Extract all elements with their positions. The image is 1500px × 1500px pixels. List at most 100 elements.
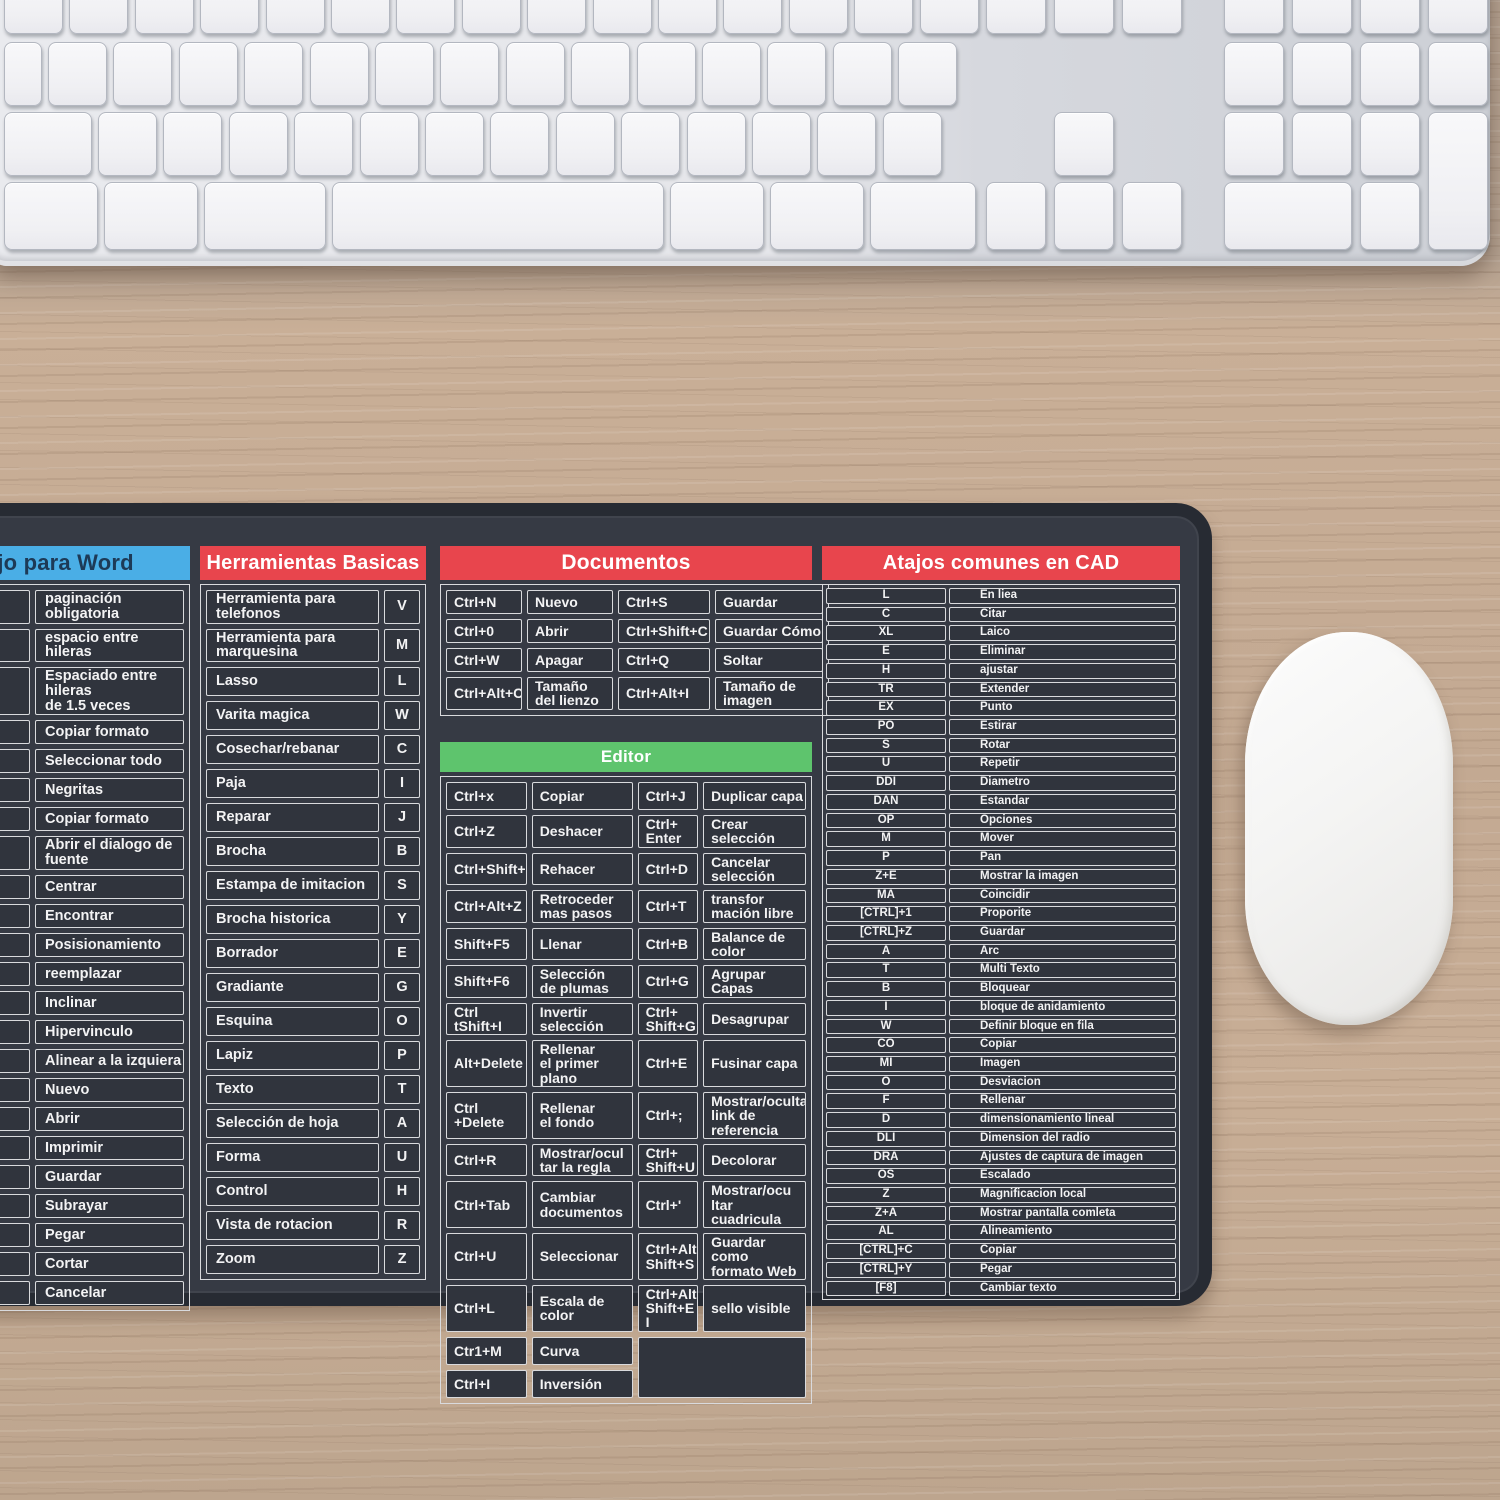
keyboard-key — [986, 0, 1046, 34]
shortcut-label-cell: Citar — [949, 606, 1176, 623]
shortcut-label-cell: Guardar como formato Web — [703, 1233, 806, 1280]
shortcut-label-cell: Guardar — [715, 590, 823, 614]
shortcut-key-cell: U — [826, 756, 946, 773]
table-row: [CTRL]+C Copiar — [826, 1243, 1176, 1259]
tool-key-cell: I — [384, 769, 420, 799]
keyboard-key — [178, 42, 238, 106]
keyboard-key — [752, 112, 811, 176]
table-row: Ctrl+x Copiar Ctrl+J Duplicar capa — [446, 782, 806, 810]
tool-label-cell: Varita magica — [206, 701, 379, 731]
shortcut-key-cell — [0, 1020, 30, 1045]
table-row: MA Coincidir — [826, 887, 1176, 904]
shortcut-key-cell: [CTRL]+C — [826, 1243, 946, 1259]
shortcut-key-cell: DAN — [826, 793, 946, 810]
keyboard-key — [1292, 0, 1352, 34]
table-row: Nuevo — [0, 1078, 184, 1103]
table-row: Subrayar — [0, 1194, 184, 1219]
table-row: Control H — [206, 1177, 420, 1207]
table-row: [CTRL]+Y Pegar — [826, 1261, 1176, 1278]
shortcut-label-cell: Opciones — [949, 812, 1176, 829]
table-row: Gradiante G — [206, 973, 420, 1003]
shortcut-label-cell: Seleccionar — [531, 1233, 633, 1280]
shortcut-label-cell: Definir bloque en fila — [949, 1018, 1176, 1035]
keyboard-key — [1292, 112, 1352, 176]
shortcut-key-cell: Ctrl +Delete — [446, 1091, 527, 1139]
keyboard-key — [898, 42, 958, 106]
documents-table: Ctrl+N Nuevo Ctrl+S Guardar Ctrl+0 Abrir Ctrl+… — [440, 584, 829, 716]
keyboard-key — [4, 0, 63, 34]
shortcut-key-cell: D — [826, 1112, 946, 1128]
tool-key-cell: J — [384, 803, 420, 833]
keyboard-key — [788, 0, 848, 34]
tool-label-cell: Brocha historica — [206, 905, 379, 935]
shortcut-label-cell: Pegar — [949, 1261, 1176, 1278]
tool-label-cell: Borrador — [206, 939, 379, 969]
keyboard-key — [1428, 112, 1488, 250]
keyboard-key — [440, 42, 500, 106]
shortcut-label-cell: Eliminar — [949, 644, 1176, 660]
shortcut-key-cell: Ctrl+N — [446, 590, 522, 614]
keyboard-key — [396, 0, 456, 34]
table-row: Forma U — [206, 1143, 420, 1173]
shortcut-label-cell: Guardar Cómo — [715, 619, 823, 643]
shortcut-label-cell: Pegar — [35, 1223, 184, 1248]
shortcut-key-cell — [0, 807, 30, 832]
shortcut-label-cell: Copiar — [531, 782, 633, 810]
keyboard-key — [4, 42, 42, 106]
keyboard-key — [1428, 42, 1488, 106]
shortcut-label-cell: Pan — [949, 850, 1176, 866]
cad-section-header: Atajos comunes en CAD — [822, 546, 1180, 580]
shortcut-label-cell: Desagrupar — [703, 1002, 806, 1036]
table-row: Ctrl+W Apagar Ctrl+Q Soltar — [446, 648, 823, 672]
table-row: Ctrl+Alt+Z Retroceder mas pasos Ctrl+T tran… — [446, 890, 806, 923]
shortcut-key-cell — [0, 933, 30, 958]
keyboard-key — [461, 0, 521, 34]
keyboard-key — [375, 42, 434, 106]
tool-label-cell: Herramienta para marquesina — [206, 628, 379, 663]
shortcut-label-cell: Guardar — [949, 924, 1176, 941]
shortcut-key-cell: [CTRL]+Y — [826, 1261, 946, 1278]
shortcut-label-cell: Fusinar capa — [703, 1040, 806, 1087]
word-section-header: e atajo para Word — [0, 546, 190, 580]
table-row: Z Magnificacion local — [826, 1187, 1176, 1203]
shortcut-label-cell: Proporite — [949, 906, 1176, 922]
shortcut-key-cell: Ctrl+Q — [618, 648, 710, 672]
shortcut-label-cell: Arc — [949, 943, 1176, 960]
table-row: Ctrl+Alt+C Tamaño del lienzo Ctrl+Alt+I Tam… — [446, 677, 823, 710]
keyboard-key — [244, 42, 304, 106]
shortcut-label-cell: Imprimir — [35, 1136, 184, 1161]
shortcut-key-cell — [0, 778, 30, 803]
shortcut-label-cell: Rotar — [949, 737, 1176, 754]
keyboard-key — [1122, 0, 1182, 34]
table-row: [F8] Cambiar texto — [826, 1280, 1176, 1297]
shortcut-key-cell: Ctrl+U — [446, 1233, 527, 1280]
shortcut-key-cell: Ctrl+Alt+ Shift+S — [637, 1233, 699, 1280]
shortcut-label-cell: Espaciado entre hileras de 1.5 veces — [35, 667, 184, 716]
shortcut-label-cell: Curva — [531, 1336, 633, 1365]
keyboard-key — [1224, 0, 1284, 34]
shortcut-key-cell: CO — [826, 1037, 946, 1053]
table-row: Shift+F6 Selección de plumas Ctrl+G Agrupar… — [446, 965, 806, 998]
keyboard-key — [986, 182, 1046, 250]
shortcut-key-cell — [0, 1194, 30, 1219]
shortcut-label-cell: Invertir selección — [531, 1002, 633, 1036]
shortcut-label-cell: Crear selección — [703, 815, 806, 848]
keyboard-key — [294, 112, 354, 176]
table-row: OS Escalado — [826, 1168, 1176, 1184]
shortcut-label-cell: Deshacer — [531, 815, 633, 848]
table-row: Copiar formato — [0, 720, 184, 745]
keyboard-key — [331, 0, 390, 34]
editor-table: Ctrl+x Copiar Ctrl+J Duplicar capa Ctrl+Z Des… — [440, 776, 812, 1404]
tool-key-cell: S — [384, 871, 420, 901]
shortcut-label-cell: Coincidir — [949, 887, 1176, 904]
shortcut-key-cell — [0, 590, 30, 624]
shortcut-key-cell — [0, 667, 30, 716]
table-row: Paja I — [206, 769, 420, 799]
table-row: AL Alineamiento — [826, 1224, 1176, 1241]
shortcut-label-cell: Mostrar pantalla comleta — [949, 1205, 1176, 1222]
shortcut-label-cell: Repetir — [949, 756, 1176, 773]
shortcut-label-cell: Mostrar/ocultar link de referencia — [703, 1091, 806, 1139]
